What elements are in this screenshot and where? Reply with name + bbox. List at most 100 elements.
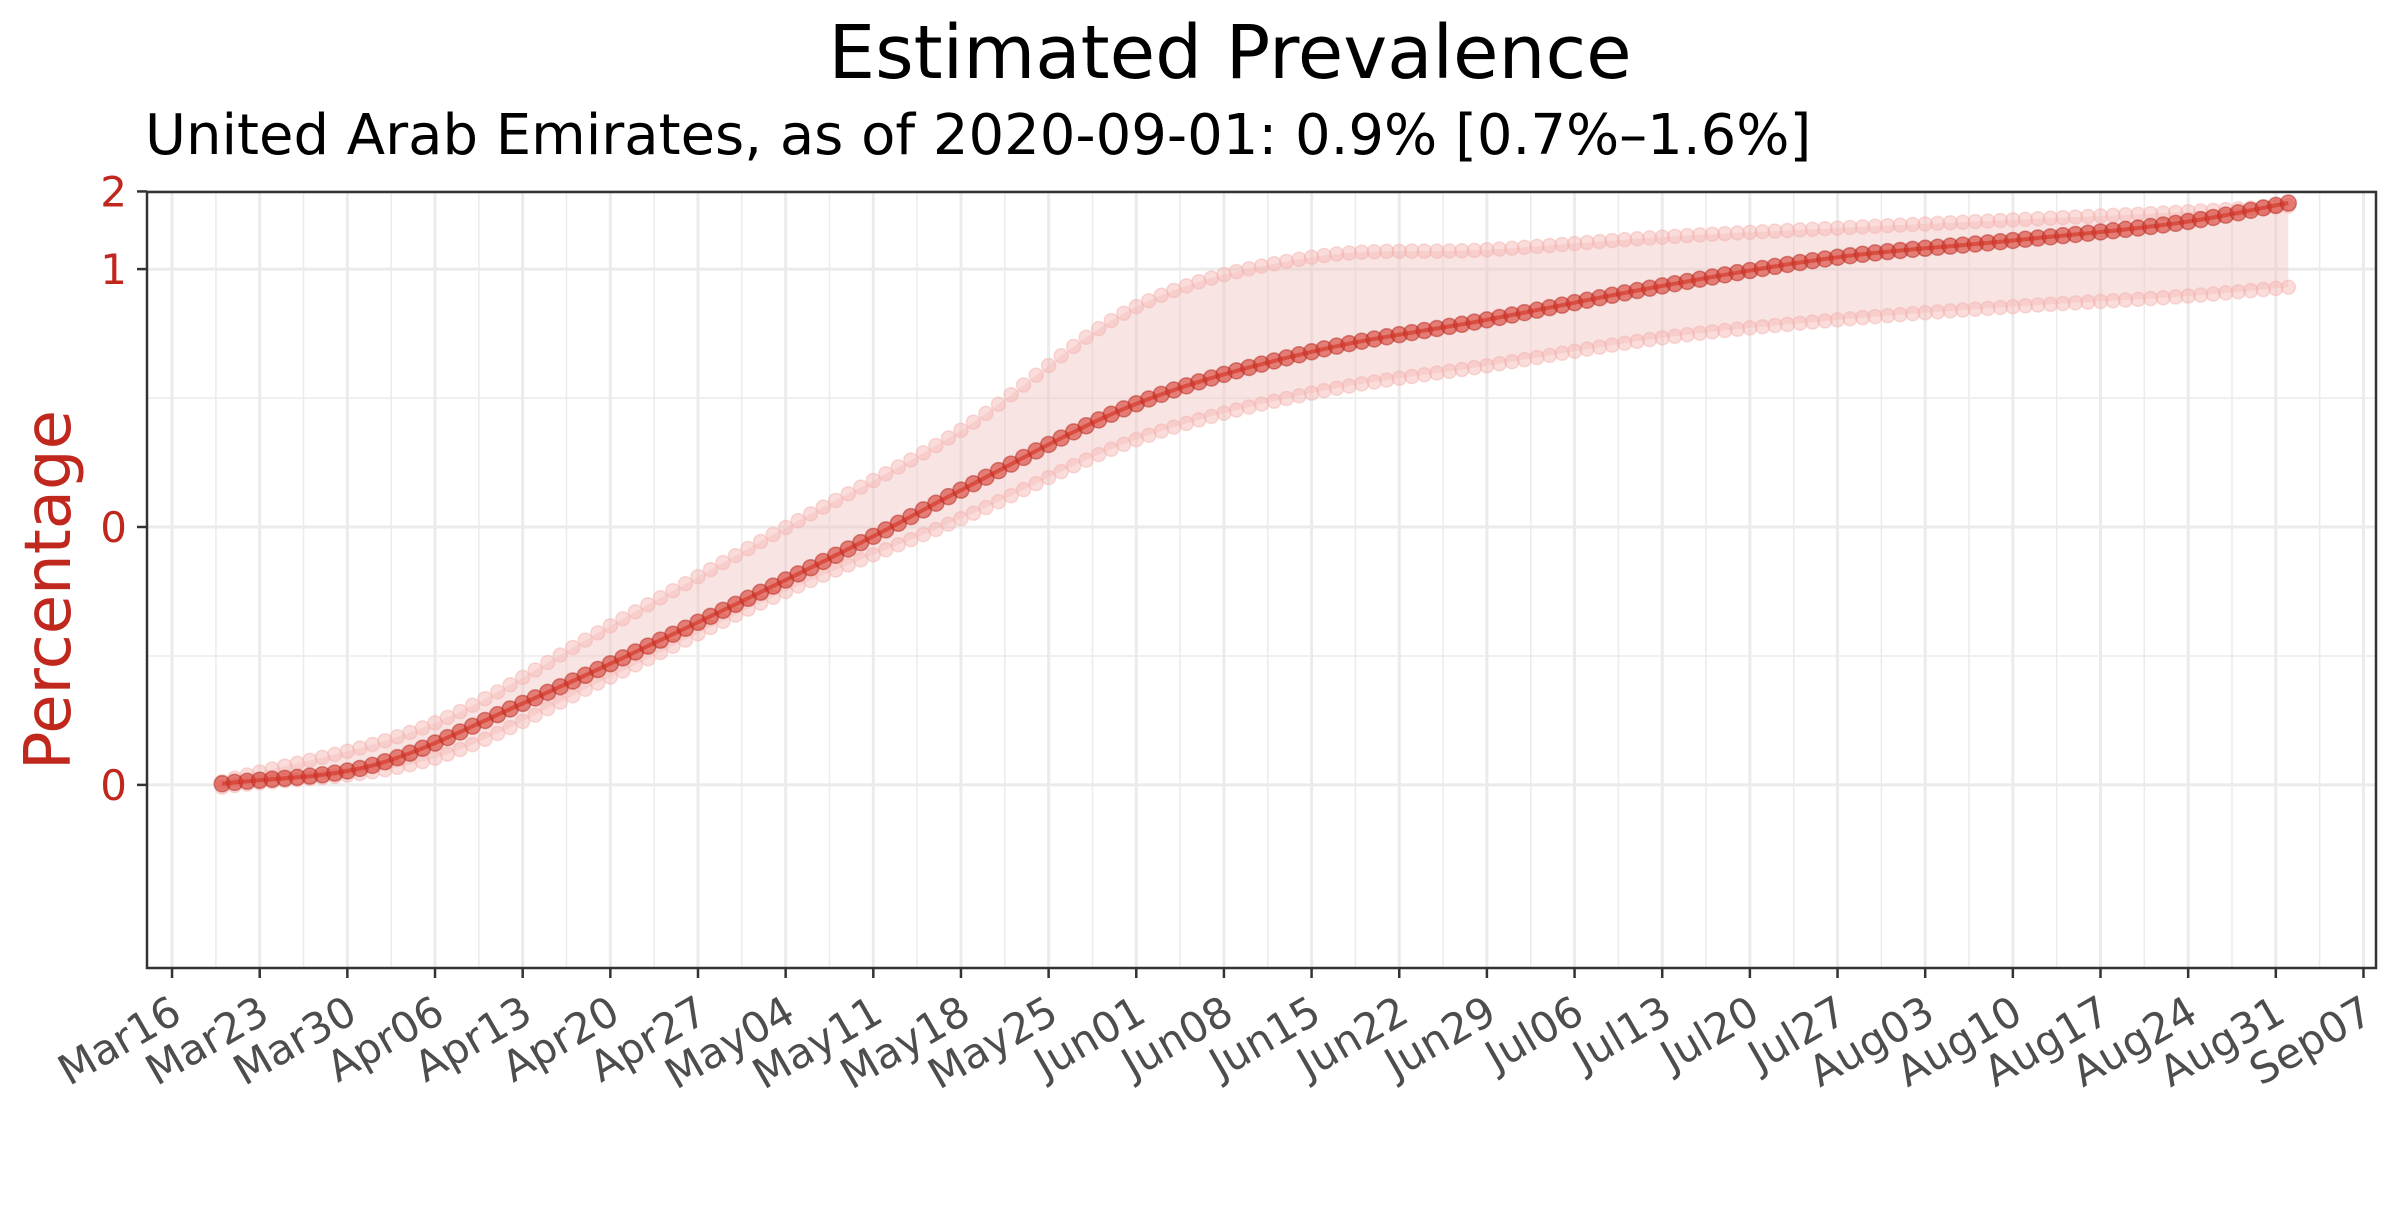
lower-bound-point — [1191, 412, 1207, 428]
upper-bound-point — [1654, 229, 1670, 245]
lower-bound-point — [1053, 463, 1069, 480]
lower-bound-point — [1015, 481, 1032, 498]
upper-bound-point — [1641, 230, 1658, 246]
lower-bound-point — [1441, 363, 1458, 380]
upper-bound-point — [1479, 242, 1495, 258]
upper-bound-point — [1842, 219, 1858, 236]
lower-bound-point — [2280, 279, 2297, 296]
upper-bound-point — [1253, 258, 1270, 274]
upper-bound-point — [1829, 220, 1846, 236]
upper-bound-point — [1929, 215, 1946, 232]
upper-bound-point — [2005, 212, 2021, 228]
upper-bound-point — [1980, 213, 1996, 229]
lower-bound-point — [1003, 487, 1019, 504]
upper-bound-point — [1616, 231, 1633, 248]
upper-bound-point — [1053, 348, 1069, 364]
lower-bound-point — [1629, 333, 1645, 350]
lower-bound-point — [2030, 297, 2046, 313]
lower-bound-point — [1666, 328, 1683, 345]
upper-bound-point — [1404, 243, 1420, 259]
lower-bound-point — [1904, 305, 1921, 322]
upper-bound-point — [640, 597, 656, 613]
lower-bound-point — [1717, 322, 1733, 339]
upper-bound-point — [352, 740, 368, 756]
upper-bound-point — [1591, 233, 1608, 250]
upper-bound-point — [539, 654, 556, 671]
upper-bound-point — [1754, 223, 1771, 240]
lower-bound-point — [1028, 475, 1044, 492]
upper-bound-point — [690, 568, 706, 585]
upper-bound-point — [1278, 253, 1295, 270]
lower-bound-point — [1942, 303, 1958, 319]
upper-bound-point — [452, 703, 468, 720]
upper-bound-point — [1604, 232, 1620, 249]
upper-bound-point — [1116, 305, 1132, 321]
upper-bound-point — [802, 506, 819, 522]
upper-bound-point — [1466, 242, 1483, 259]
lower-bound-point — [1779, 316, 1796, 333]
upper-bound-point — [1554, 236, 1570, 253]
upper-bound-point — [590, 625, 606, 641]
upper-bound-point — [1704, 226, 1721, 242]
upper-bound-point — [1516, 239, 1533, 256]
upper-bound-point — [1341, 245, 1357, 261]
plot-area: 0012Mar16Mar23Mar30Apr06Apr13Apr20Apr27M… — [50, 167, 2381, 1098]
upper-bound-point — [1917, 216, 1933, 232]
lower-bound-point — [1328, 380, 1345, 396]
lower-bound-point — [965, 505, 982, 521]
lower-bound-point — [978, 499, 994, 516]
upper-bound-point — [339, 743, 356, 760]
lower-bound-point — [1554, 345, 1570, 362]
upper-bound-point — [990, 396, 1007, 412]
lower-bound-point — [1454, 361, 1470, 378]
lower-bound-point — [1504, 353, 1520, 370]
upper-bound-point — [1015, 377, 1032, 393]
panel-background — [147, 192, 2376, 968]
upper-bound-point — [1892, 217, 1908, 233]
lower-bound-point — [1216, 405, 1232, 421]
lower-bound-point — [1679, 326, 1696, 343]
upper-bound-point — [1942, 215, 1958, 231]
lower-bound-point — [1591, 339, 1608, 355]
lower-bound-point — [1654, 330, 1670, 346]
y-tick-label: 1 — [100, 245, 127, 294]
lower-bound-point — [1742, 320, 1758, 336]
upper-bound-point — [1128, 298, 1145, 315]
lower-bound-point — [1266, 393, 1282, 409]
upper-bound-point — [790, 512, 806, 529]
lower-bound-point — [1729, 321, 1746, 337]
y-tick-label: 0 — [100, 761, 127, 810]
upper-bound-point — [527, 662, 543, 678]
lower-bound-point — [514, 713, 531, 730]
lower-bound-point — [2243, 282, 2259, 299]
upper-bound-point — [1579, 234, 1595, 251]
upper-bound-point — [953, 422, 969, 439]
upper-bound-point — [1817, 220, 1833, 237]
upper-bound-point — [1028, 367, 1044, 383]
lower-bound-point — [1278, 390, 1295, 407]
upper-bound-point — [1266, 255, 1282, 272]
upper-bound-point — [1391, 243, 1407, 259]
upper-bound-point — [602, 618, 619, 634]
lower-bound-point — [1867, 308, 1883, 325]
lower-bound-point — [1955, 302, 1971, 318]
upper-bound-point — [1541, 237, 1558, 254]
lower-bound-point — [2167, 289, 2184, 305]
lower-bound-point — [539, 700, 556, 717]
upper-bound-point — [1955, 214, 1971, 230]
upper-bound-point — [2092, 208, 2109, 224]
upper-bound-point — [865, 472, 882, 489]
lower-bound-point — [2067, 295, 2084, 311]
lower-bound-point — [2217, 285, 2234, 301]
upper-bound-point — [1090, 320, 1107, 337]
upper-bound-point — [1291, 251, 1307, 268]
lower-bound-point — [1241, 399, 1257, 415]
upper-bound-point — [978, 405, 994, 422]
lower-bound-point — [2105, 292, 2121, 309]
upper-bound-point — [1767, 223, 1783, 239]
upper-bound-point — [1992, 212, 2009, 229]
lower-bound-point — [1929, 304, 1946, 320]
upper-bound-point — [1792, 222, 1808, 238]
lower-bound-point — [1065, 458, 1082, 474]
